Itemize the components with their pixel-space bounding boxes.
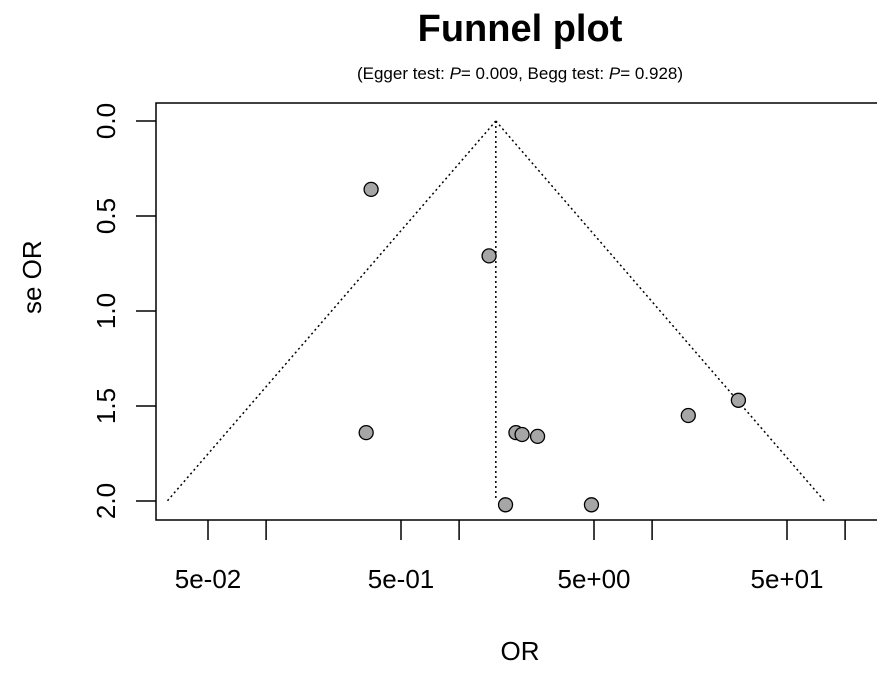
y-tick-label: 1.5 (91, 388, 121, 424)
data-point (497, 497, 514, 513)
x-tick-label: 5e+00 (557, 564, 630, 594)
data-point (730, 392, 747, 408)
data-point (358, 424, 374, 441)
data-points (358, 181, 747, 513)
egger-p-value: = 0.009 (460, 64, 519, 83)
chart-title: Funnel plot (417, 8, 623, 50)
chart-subtitle: (Egger test: P= 0.009, Begg test: P= 0.9… (0, 64, 877, 84)
egger-p-symbol: P (449, 64, 461, 83)
subtitle-prefix: (Egger test: (356, 64, 450, 83)
data-point (583, 497, 600, 513)
funnel-left-limit (166, 120, 497, 502)
y-tick-label: 0.0 (91, 103, 121, 139)
y-axis-label: se OR (17, 240, 47, 314)
x-tick-label: 5e-01 (368, 564, 435, 594)
x-tick-label: 5e-02 (175, 564, 242, 594)
x-tick-label: 5e+01 (750, 564, 823, 594)
y-tick-label: 1.0 (91, 293, 121, 329)
begg-p-value: = 0.928) (620, 64, 684, 83)
x-axis-label: OR (500, 636, 540, 666)
y-tick-label: 2.0 (91, 483, 121, 519)
funnel-lines (166, 120, 825, 502)
subtitle-middle: , Begg test: (518, 64, 609, 83)
axes: 5e-02 5e-01 5e+00 5e+01 0.0 0.5 1.0 1.5 2.0 (91, 103, 846, 594)
data-point (481, 248, 497, 264)
funnel-right-limit (495, 120, 825, 502)
y-tick-label: 0.5 (91, 198, 121, 234)
begg-p-symbol: P (608, 64, 621, 83)
plot-frame (155, 102, 877, 521)
data-point (514, 426, 530, 443)
data-point (529, 428, 546, 445)
data-point (680, 407, 696, 424)
data-point (363, 181, 379, 198)
